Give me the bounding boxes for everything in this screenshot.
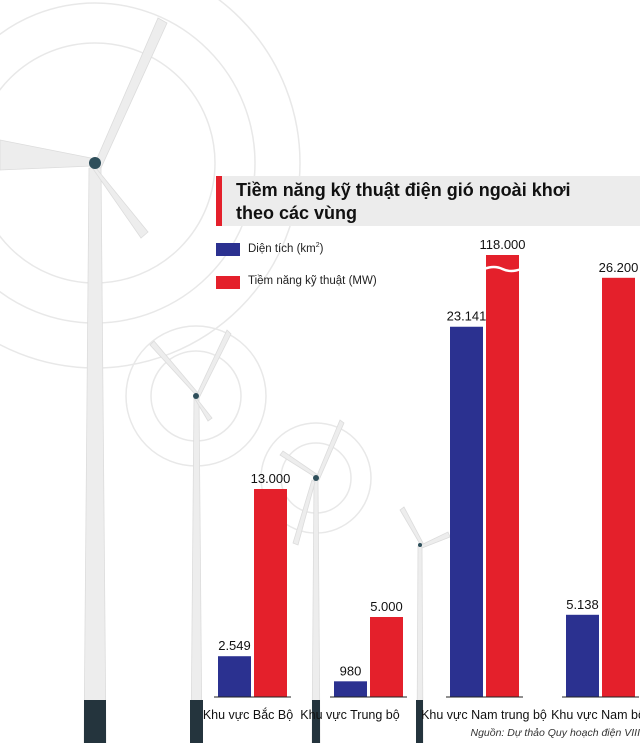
wind-turbine-illustration: [0, 0, 372, 534]
turbine-hub-icon: [313, 475, 319, 481]
legend-label-dien-tich: Diện tích (km2): [248, 242, 324, 255]
bar-dien-tich-2: [334, 681, 367, 697]
bar-dien-tich-3: [450, 326, 483, 697]
bar-tiem-nang-1: [254, 489, 287, 697]
data-label-dien-tich-4: 5.138: [566, 597, 599, 612]
chart-title-line-1: Tiềm năng kỹ thuật điện gió ngoài khơi: [236, 180, 571, 200]
category-label-4: Khu vực Nam bộ: [551, 708, 640, 722]
title-accent-bar: [216, 176, 222, 226]
legend-label-base: Diện tích (km: [248, 242, 316, 255]
data-label-dien-tich-2: 980: [340, 663, 362, 678]
legend-swatch-navy: [216, 243, 240, 256]
source-note: Nguồn: Dự thảo Quy hoạch điện VIII: [470, 727, 640, 739]
category-label-1: Khu vực Bắc Bộ: [203, 707, 293, 722]
bar-dien-tich-4: [566, 614, 599, 697]
bar-tiem-nang-4: [602, 277, 635, 697]
data-label-tiem-nang-2: 5.000: [370, 599, 403, 614]
data-label-tiem-nang-1: 13.000: [251, 471, 291, 486]
legend-label-sup: 2: [315, 242, 320, 249]
turbine-hub-icon: [418, 543, 422, 547]
data-label-tiem-nang-3: 118.000: [479, 237, 525, 252]
axis-break-mark: [483, 265, 522, 273]
data-label-dien-tich-1: 2.549: [218, 638, 251, 653]
data-label-dien-tich-3: 23.141: [447, 309, 487, 324]
category-label-3: Khu vực Nam trung bộ: [421, 708, 547, 722]
turbine-hub-icon: [89, 157, 101, 169]
legend-label-tiem-nang: Tiềm năng kỹ thuật (MW): [248, 275, 377, 287]
data-label-tiem-nang-4: 26.200: [599, 260, 639, 275]
bar-tiem-nang-2: [370, 617, 403, 697]
chart-title-line-2: theo các vùng: [236, 203, 358, 223]
legend-swatch-red: [216, 276, 240, 289]
category-label-2: Khu vực Trung bộ: [300, 708, 399, 722]
chart-title: Tiềm năng kỹ thuật điện gió ngoài khơi t…: [236, 179, 636, 225]
bar-tiem-nang-3: [486, 255, 519, 697]
turbine-hub-icon: [193, 393, 199, 399]
legend-label-end: ): [319, 242, 324, 255]
chart-title-box: Tiềm năng kỹ thuật điện gió ngoài khơi t…: [216, 176, 640, 226]
bar-dien-tich-1: [218, 656, 251, 697]
bar-chart: 2.549 13.000 Khu vực Bắc Bộ 980 5.000 Khu vực…: [203, 237, 640, 722]
